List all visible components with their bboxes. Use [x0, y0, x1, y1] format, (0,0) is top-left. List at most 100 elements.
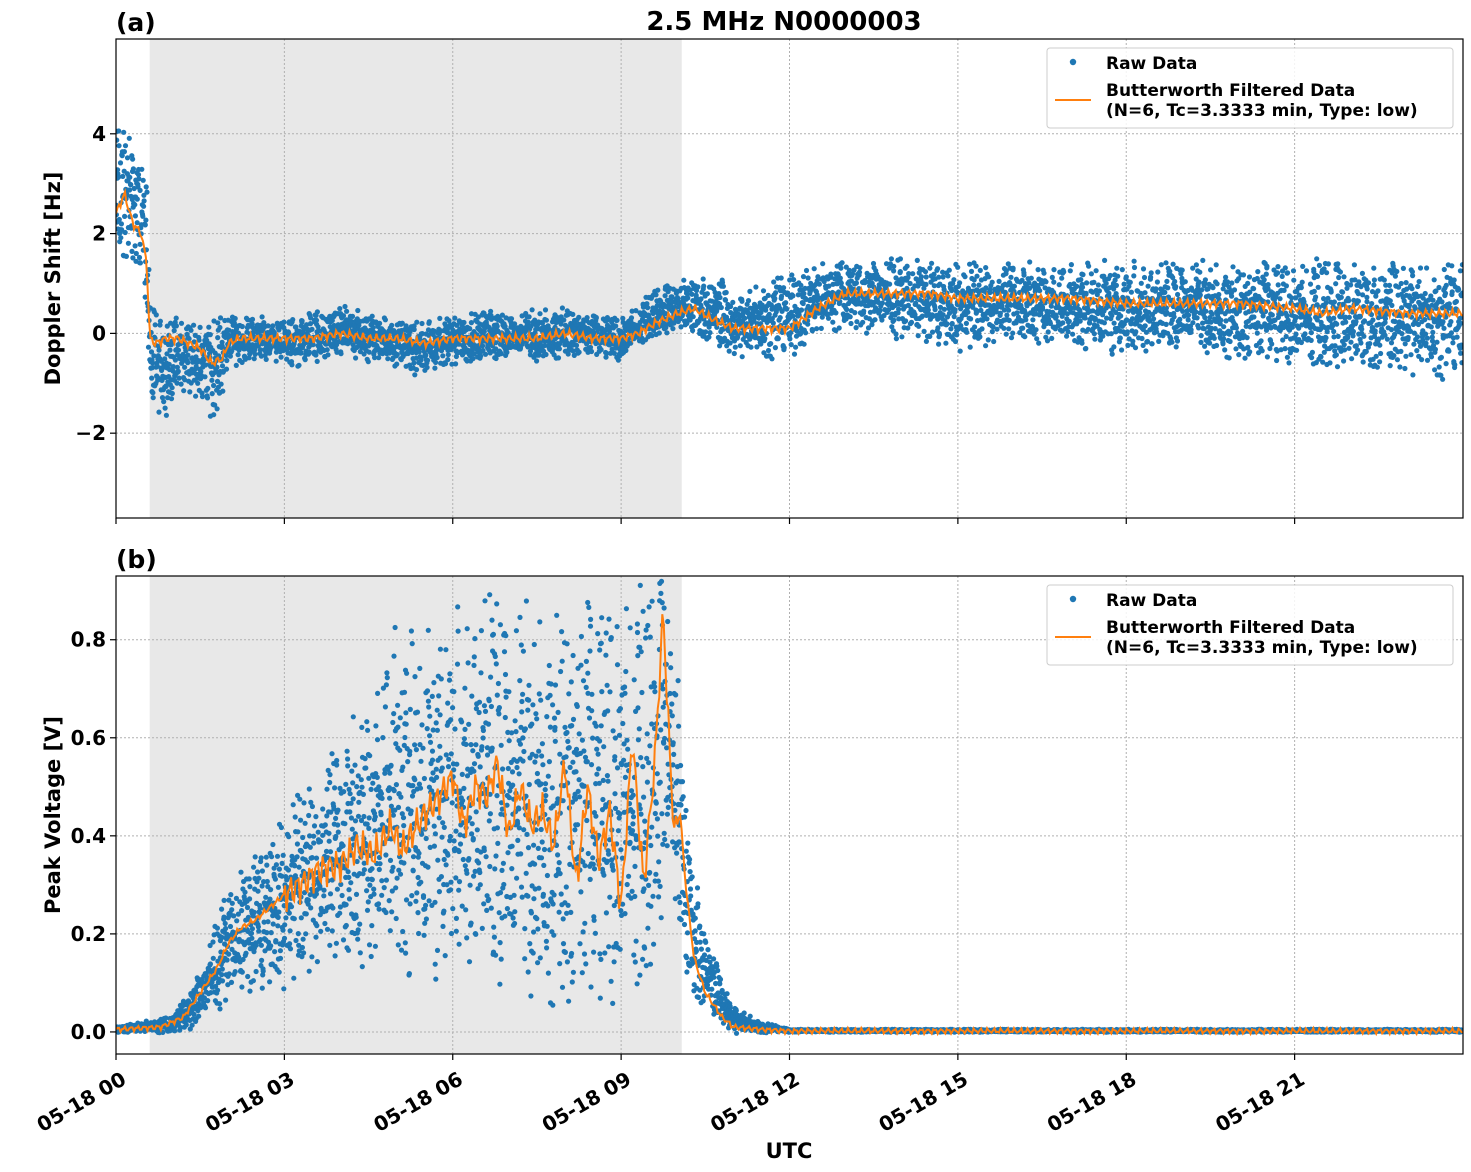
- raw-data-point: [175, 368, 181, 374]
- raw-data-point: [795, 292, 801, 298]
- raw-data-point: [173, 323, 179, 329]
- raw-data-point: [1389, 302, 1395, 308]
- raw-data-point: [116, 167, 121, 173]
- raw-data-point: [412, 372, 418, 378]
- raw-data-point: [127, 187, 133, 193]
- raw-data-point: [1348, 339, 1354, 345]
- raw-data-point: [723, 289, 729, 296]
- raw-data-point: [257, 347, 263, 353]
- raw-data-point: [394, 361, 400, 367]
- raw-data-point: [174, 364, 180, 370]
- raw-data-point: [977, 334, 983, 340]
- raw-data-point: [542, 307, 549, 313]
- raw-data-point: [921, 328, 927, 334]
- raw-data-point: [857, 265, 863, 271]
- raw-data-point: [205, 385, 211, 391]
- raw-data-point: [893, 331, 899, 337]
- raw-data-point: [811, 266, 817, 272]
- shaded-region: [149, 39, 682, 518]
- raw-data-point: [185, 360, 191, 366]
- raw-data-point: [1247, 349, 1253, 355]
- raw-data-point: [124, 155, 131, 161]
- raw-data-point: [134, 196, 140, 202]
- raw-data-point: [1302, 331, 1308, 337]
- raw-data-point: [156, 409, 162, 415]
- raw-data-point: [1162, 289, 1168, 295]
- raw-data-point: [214, 378, 221, 384]
- raw-data-point: [1068, 262, 1074, 268]
- raw-data-point: [852, 310, 858, 316]
- raw-data-point: [122, 229, 128, 236]
- raw-data-point: [369, 313, 375, 319]
- raw-data-point: [1156, 338, 1162, 344]
- raw-data-point: [989, 279, 995, 285]
- raw-data-point: [1388, 327, 1395, 333]
- raw-data-point: [342, 303, 348, 310]
- raw-data-point: [1388, 340, 1395, 346]
- raw-data-point: [307, 321, 314, 327]
- raw-data-point: [278, 354, 284, 360]
- raw-data-point: [1307, 316, 1313, 323]
- raw-data-point: [193, 393, 199, 399]
- raw-data-point: [145, 344, 152, 350]
- raw-data-point: [172, 357, 178, 363]
- raw-data-point: [751, 301, 758, 307]
- raw-data-point: [1174, 338, 1181, 344]
- raw-data-point: [314, 309, 320, 315]
- raw-data-point: [1030, 317, 1036, 323]
- raw-data-point: [1148, 270, 1154, 276]
- raw-data-point: [419, 320, 425, 327]
- raw-data-point: [967, 344, 973, 350]
- raw-data-point: [1051, 267, 1057, 273]
- raw-data-point: [120, 173, 126, 179]
- raw-data-point: [376, 355, 382, 361]
- raw-data-point: [270, 323, 276, 329]
- raw-data-point: [964, 329, 970, 335]
- raw-data-point: [372, 355, 378, 361]
- raw-data-point: [334, 349, 340, 355]
- raw-data-point: [955, 264, 961, 270]
- raw-data-point: [1316, 262, 1322, 268]
- raw-data-point: [1065, 329, 1071, 335]
- raw-data-point: [1299, 279, 1305, 285]
- raw-data-point: [671, 320, 677, 326]
- raw-data-point: [431, 328, 437, 334]
- raw-data-point: [1190, 320, 1196, 326]
- raw-data-point: [207, 332, 213, 338]
- raw-data-point: [853, 280, 860, 286]
- raw-data-point: [800, 274, 807, 280]
- raw-data-point: [864, 330, 870, 336]
- raw-data-point: [1303, 268, 1310, 274]
- raw-data-point: [1121, 281, 1127, 287]
- raw-data-point: [1037, 288, 1043, 294]
- raw-data-point: [724, 343, 730, 349]
- raw-data-point: [118, 235, 124, 241]
- raw-data-point: [116, 128, 122, 134]
- raw-data-point: [218, 381, 224, 387]
- raw-data-point: [790, 313, 796, 319]
- raw-data-point: [178, 320, 185, 326]
- raw-data-point: [1171, 314, 1177, 320]
- raw-data-point: [556, 346, 563, 352]
- raw-data-point: [1355, 298, 1361, 304]
- raw-data-point: [214, 364, 220, 370]
- raw-data-point: [363, 327, 369, 333]
- raw-data-point: [1378, 350, 1384, 357]
- raw-data-point: [182, 364, 188, 370]
- raw-data-point: [399, 320, 405, 326]
- raw-data-point: [1283, 333, 1289, 340]
- raw-data-point: [825, 315, 832, 321]
- raw-data-point: [703, 329, 709, 335]
- raw-data-point: [971, 282, 977, 288]
- raw-data-point: [968, 316, 974, 322]
- raw-data-point: [872, 317, 878, 323]
- raw-data-point: [385, 356, 391, 362]
- raw-data-point: [206, 324, 212, 330]
- raw-data-point: [768, 341, 774, 347]
- raw-data-point: [655, 287, 661, 293]
- raw-data-point: [611, 350, 618, 356]
- raw-data-point: [212, 350, 218, 356]
- raw-data-point: [176, 375, 182, 381]
- raw-data-point: [1259, 348, 1265, 354]
- raw-data-point: [559, 305, 566, 311]
